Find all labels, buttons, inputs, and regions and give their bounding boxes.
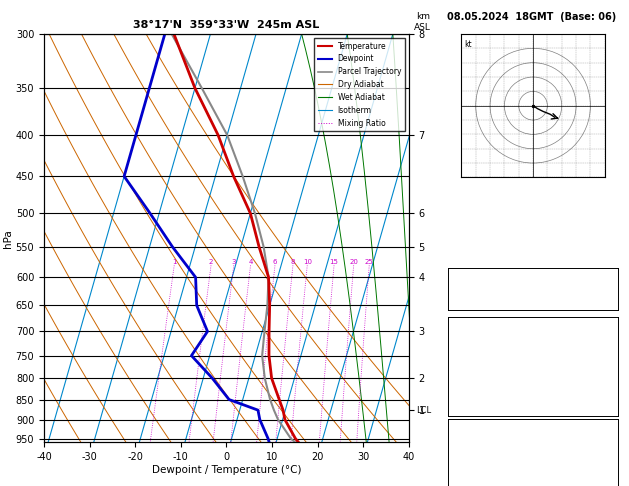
Text: 8: 8	[291, 260, 295, 265]
Text: km
ASL: km ASL	[415, 12, 431, 32]
Text: 08.05.2024  18GMT  (Base: 06): 08.05.2024 18GMT (Base: 06)	[447, 12, 616, 22]
Text: kt: kt	[464, 40, 472, 49]
Title: 38°17'N  359°33'W  245m ASL: 38°17'N 359°33'W 245m ASL	[133, 20, 320, 31]
Text: CAPE (J): CAPE (J)	[451, 383, 494, 392]
Text: 4: 4	[248, 260, 253, 265]
Text: 313: 313	[599, 448, 615, 457]
Text: 991: 991	[599, 435, 615, 444]
Text: 2: 2	[209, 260, 213, 265]
Text: θₑ(K): θₑ(K)	[451, 358, 478, 367]
Text: CAPE (J): CAPE (J)	[451, 473, 494, 482]
Text: 1.46: 1.46	[594, 297, 615, 306]
Text: 0: 0	[610, 473, 615, 482]
Text: 9.9: 9.9	[599, 346, 615, 354]
Legend: Temperature, Dewpoint, Parcel Trajectory, Dry Adiabat, Wet Adiabat, Isotherm, Mi: Temperature, Dewpoint, Parcel Trajectory…	[314, 38, 405, 131]
Text: 17.6: 17.6	[594, 333, 615, 342]
Text: 10: 10	[303, 260, 312, 265]
Y-axis label: hPa: hPa	[3, 229, 13, 247]
Text: 6: 6	[273, 260, 277, 265]
Text: 35: 35	[604, 285, 615, 294]
Text: Totals Totals: Totals Totals	[451, 285, 521, 294]
Text: CIN (J): CIN (J)	[451, 396, 489, 405]
Text: 8: 8	[610, 371, 615, 380]
Text: θₑ (K): θₑ (K)	[451, 448, 483, 457]
Text: PW (cm): PW (cm)	[451, 297, 489, 306]
Text: LCL: LCL	[416, 406, 431, 415]
Text: Lifted Index: Lifted Index	[451, 371, 516, 380]
Text: Most Unstable: Most Unstable	[498, 423, 568, 432]
Text: K: K	[451, 272, 457, 281]
Text: Temp (°C): Temp (°C)	[451, 333, 499, 342]
Text: 313: 313	[599, 358, 615, 367]
Text: 0: 0	[610, 396, 615, 405]
Text: 1: 1	[172, 260, 177, 265]
Text: Surface: Surface	[515, 321, 552, 330]
Text: 25: 25	[365, 260, 374, 265]
Text: -10: -10	[599, 272, 615, 281]
X-axis label: Dewpoint / Temperature (°C): Dewpoint / Temperature (°C)	[152, 465, 301, 475]
Text: 20: 20	[349, 260, 358, 265]
Text: Lifted Index: Lifted Index	[451, 460, 516, 469]
Text: 3: 3	[231, 260, 236, 265]
Text: 0: 0	[610, 383, 615, 392]
Text: Dewp (°C): Dewp (°C)	[451, 346, 499, 354]
Text: Pressure (mb): Pressure (mb)	[451, 435, 521, 444]
Text: 8: 8	[610, 460, 615, 469]
Text: 15: 15	[330, 260, 338, 265]
